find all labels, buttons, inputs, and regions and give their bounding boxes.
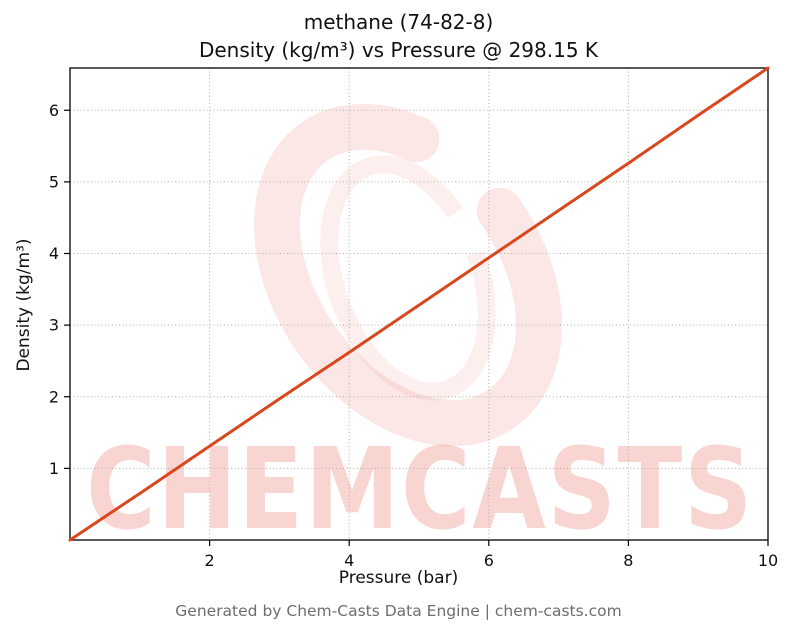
chart-title: methane (74-82-8) Density (kg/m³) vs Pre… <box>0 8 797 64</box>
axes-frame <box>69 67 769 541</box>
x-tick-label: 8 <box>623 551 633 570</box>
x-tick-label: 4 <box>344 551 354 570</box>
y-tick-label: 6 <box>49 101 59 120</box>
footer-attribution: Generated by Chem-Casts Data Engine | ch… <box>175 602 622 620</box>
y-tick-label: 4 <box>49 244 59 263</box>
y-tick-label: 5 <box>49 172 59 191</box>
y-tick-label: 1 <box>49 459 59 478</box>
chart-title-line1: methane (74-82-8) <box>303 10 494 34</box>
x-tick-label: 10 <box>758 551 778 570</box>
y-tick-label: 2 <box>49 387 59 406</box>
x-axis-label: Pressure (bar) <box>338 568 459 588</box>
chemcasts-ring-inner-icon <box>320 155 496 401</box>
chemcasts-watermark-text: CHEMCASTS <box>86 425 754 555</box>
chemcasts-ring-logo-icon <box>254 103 562 447</box>
y-axis-label: Density (kg/m³) <box>14 238 34 372</box>
x-tick-label: 6 <box>484 551 494 570</box>
y-tick-label: 3 <box>49 316 59 335</box>
x-tick-label: 2 <box>205 551 215 570</box>
chart-title-line2: Density (kg/m³) vs Pressure @ 298.15 K <box>198 38 599 62</box>
series-line <box>68 66 770 542</box>
